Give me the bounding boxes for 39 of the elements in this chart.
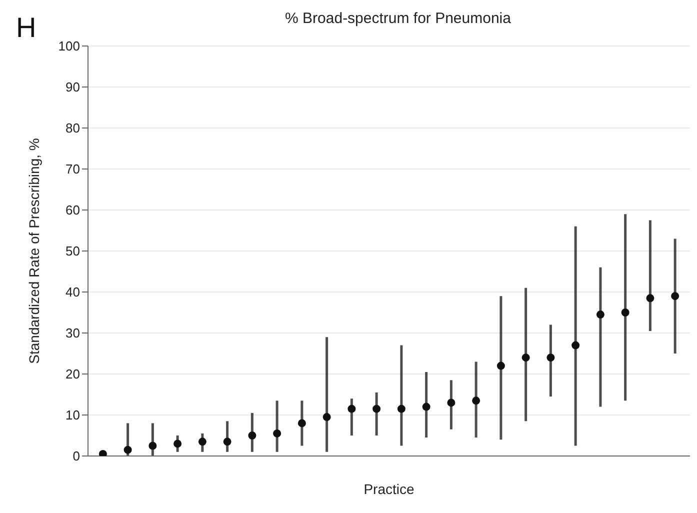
y-tick-label: 80 (66, 120, 80, 136)
y-tick-label: 100 (58, 38, 80, 54)
point (621, 308, 630, 316)
y-tick-label: 50 (66, 244, 80, 259)
y-tick-label: 90 (66, 80, 80, 95)
y-tick-label: 20 (66, 366, 80, 382)
text: H (16, 12, 36, 44)
point (124, 446, 132, 454)
point (248, 432, 256, 440)
y-tick-label: 30 (66, 326, 80, 341)
point (198, 438, 206, 446)
point (223, 438, 232, 446)
chart-title: % Broad-spectrum for Pneumonia (284, 10, 512, 27)
point (397, 404, 406, 413)
point (596, 310, 604, 319)
point (273, 429, 282, 438)
point (98, 450, 107, 456)
point (472, 396, 480, 405)
point (496, 362, 505, 370)
y-tick-label: 60 (66, 202, 80, 218)
point (522, 354, 530, 362)
point (572, 341, 580, 350)
point (322, 413, 331, 422)
point (646, 294, 654, 302)
y-axis-title: Standardized Rate of Prescribing, % (26, 138, 42, 364)
point (447, 398, 456, 407)
point (298, 419, 306, 428)
point (372, 404, 381, 413)
point (546, 354, 555, 362)
y-tick-label: 40 (66, 284, 80, 300)
x-axis-title: Practice (364, 481, 414, 497)
point (348, 404, 356, 413)
point (422, 402, 430, 411)
y-tick-label: 10 (66, 408, 80, 423)
point (174, 440, 182, 448)
y-tick-label: 70 (66, 162, 80, 177)
point (671, 292, 680, 300)
point (148, 442, 157, 450)
y-tick-label: 0 (72, 448, 80, 464)
